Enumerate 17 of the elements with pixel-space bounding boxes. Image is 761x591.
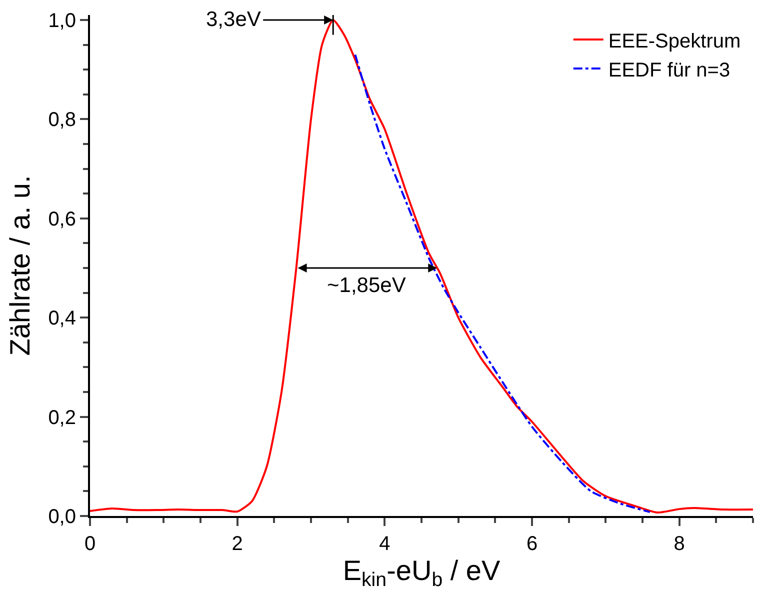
x-tick-label: 2 [232, 533, 243, 555]
y-tick-label: 1,0 [48, 10, 76, 32]
y-tick-label: 0,4 [48, 308, 76, 330]
annotation: ~1,85eV [327, 274, 406, 297]
y-axis-title: Zählrate / a. u. [4, 175, 36, 356]
x-tick-label: 6 [526, 533, 538, 555]
y-tick-label: 0,2 [48, 406, 76, 429]
y-tick-label: 0,8 [48, 109, 76, 132]
x-tick-label: 0 [84, 533, 96, 555]
y-tick-label: 0,0 [48, 506, 76, 528]
x-axis-title: E$_{kin}$-eU$_{b}$ / eV [342, 555, 501, 591]
y-tick-label: 0,6 [48, 208, 76, 230]
annotation: 3,3eV [206, 8, 261, 31]
x-tick-label: 8 [674, 533, 685, 555]
x-tick-label: 4 [379, 533, 390, 555]
legend-label: EEE-Spektrum [608, 30, 741, 52]
legend-label: EEDF für n=3 [608, 59, 730, 82]
